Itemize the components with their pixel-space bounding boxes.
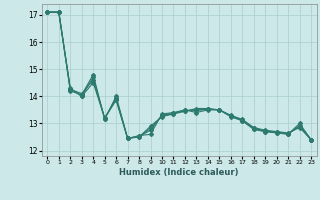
X-axis label: Humidex (Indice chaleur): Humidex (Indice chaleur)	[119, 168, 239, 177]
